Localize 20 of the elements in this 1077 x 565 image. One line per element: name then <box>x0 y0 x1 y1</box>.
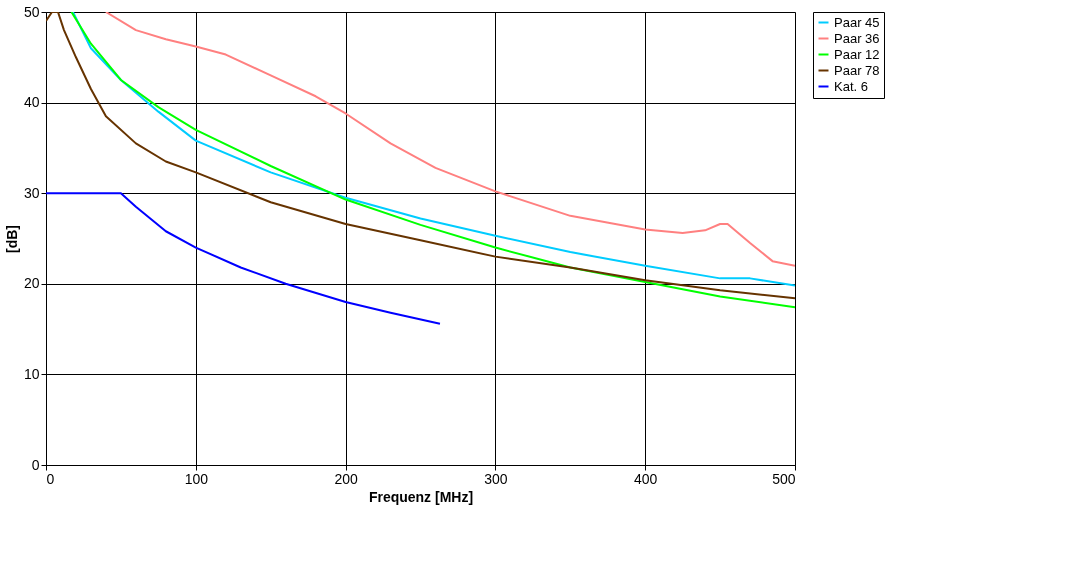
y-tick-label: 50 <box>23 3 40 20</box>
legend-label: Paar 36 <box>834 30 880 46</box>
x-tick-label: 500 <box>772 470 796 487</box>
line-series <box>46 192 441 325</box>
legend-label: Paar 45 <box>834 14 880 30</box>
y-tick-label: 20 <box>23 275 40 292</box>
x-tick-label: 400 <box>634 470 658 487</box>
x-tick-label: 300 <box>484 470 508 487</box>
y-tick-label: 30 <box>23 184 40 201</box>
legend-label: Kat. 6 <box>834 78 868 94</box>
x-tick-label: 0 <box>46 470 55 487</box>
legend-label: Paar 12 <box>834 46 880 62</box>
y-tick-label: 0 <box>31 456 40 473</box>
x-axis-title: Frequenz [MHz] <box>368 488 474 505</box>
y-axis-title: [dB] <box>3 225 20 253</box>
y-tick-label: 40 <box>23 94 40 111</box>
y-tick-label: 10 <box>23 365 40 382</box>
x-tick-label: 200 <box>334 470 358 487</box>
legend-label: Paar 78 <box>834 62 880 78</box>
x-tick-label: 100 <box>184 470 209 487</box>
